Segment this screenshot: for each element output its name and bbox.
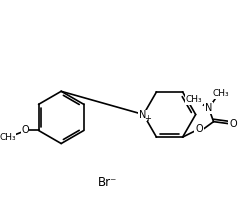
- Text: O: O: [229, 119, 237, 129]
- Text: Br⁻: Br⁻: [98, 176, 117, 189]
- Text: N: N: [139, 110, 146, 120]
- Text: O: O: [195, 124, 203, 134]
- Text: CH₃: CH₃: [0, 133, 16, 142]
- Text: O: O: [21, 125, 29, 135]
- Text: N: N: [205, 103, 212, 113]
- Text: +: +: [144, 114, 151, 123]
- Text: CH₃: CH₃: [213, 89, 230, 98]
- Text: CH₃: CH₃: [186, 95, 203, 104]
